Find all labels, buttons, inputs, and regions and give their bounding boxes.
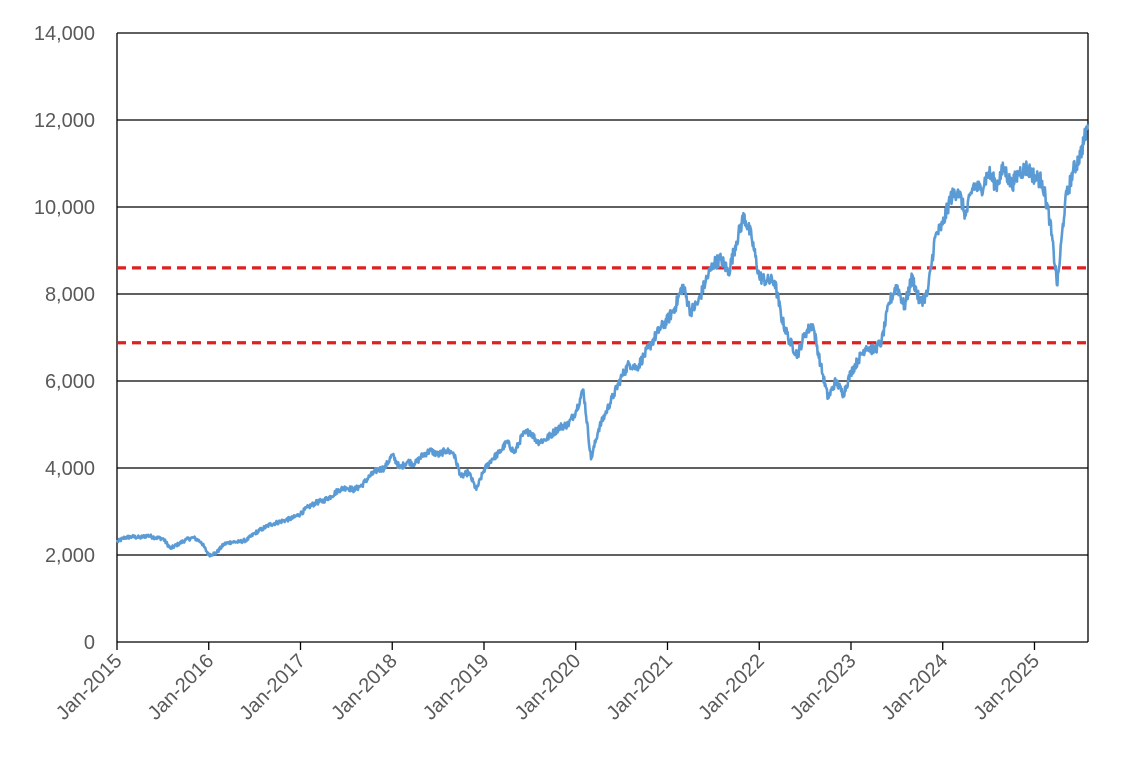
y-tick-label: 14,000 <box>34 23 95 45</box>
y-tick-label: 2,000 <box>45 545 95 567</box>
y-tick-labels: 0 2,000 4,000 6,000 8,000 10,000 12,000 14,000 <box>34 23 95 654</box>
series-layer <box>115 124 1090 558</box>
y-tick-label: 0 <box>84 632 95 654</box>
x-tick-label: Jan-2019 <box>419 650 494 725</box>
x-tick-label: Jan-2020 <box>511 650 586 725</box>
x-tick-labels: Jan-2015 Jan-2016 Jan-2017 Jan-2018 Jan-2019… <box>52 650 1044 725</box>
x-tick-label: Jan-2021 <box>602 650 677 725</box>
y-tick-label: 4,000 <box>45 458 95 480</box>
y-tick-label: 8,000 <box>45 284 95 306</box>
reference-lines <box>117 266 1088 345</box>
series-line <box>115 124 1090 558</box>
x-tick-label: Jan-2015 <box>52 650 127 725</box>
x-tick-label: Jan-2017 <box>235 650 310 725</box>
gridlines <box>117 32 1088 643</box>
y-tick-label: 10,000 <box>34 197 95 219</box>
y-tick-label: 12,000 <box>34 110 95 132</box>
x-tick-label: Jan-2025 <box>969 650 1044 725</box>
x-tick-label: Jan-2023 <box>786 650 861 725</box>
x-tick-label: Jan-2016 <box>144 650 219 725</box>
x-tick-label: Jan-2022 <box>694 650 769 725</box>
x-tick-label: Jan-2018 <box>327 650 402 725</box>
y-tick-label: 6,000 <box>45 371 95 393</box>
x-tick-label: Jan-2024 <box>878 650 953 725</box>
